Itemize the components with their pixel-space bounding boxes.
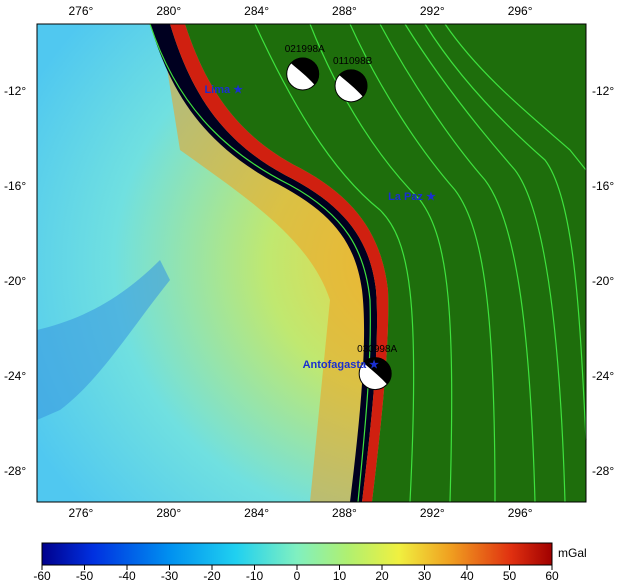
x-tick-label-bottom: 280°	[156, 506, 182, 520]
y-tick-label-right: -24°	[592, 368, 615, 383]
y-tick-label-left: -24°	[4, 368, 27, 383]
x-tick-label-bottom: 276°	[68, 506, 94, 520]
x-tick-label-top: 296°	[507, 4, 533, 18]
focal-mechanism-beachball[interactable]	[286, 57, 320, 91]
land-area	[185, 24, 586, 502]
colorbar-tick-label: 10	[332, 569, 347, 583]
city-label: Antofagasta ★	[302, 359, 380, 372]
y-tick-label-left: -12°	[4, 83, 27, 98]
colorbar-unit: mGal	[558, 546, 587, 560]
y-tick-label-right: -28°	[592, 464, 615, 479]
colorbar-tick-label: 20	[375, 569, 389, 583]
focal-mechanism-beachball[interactable]	[334, 69, 368, 103]
colorbar-tick-label: -10	[245, 569, 264, 583]
y-tick-label-left: -20°	[4, 273, 27, 288]
colorbar-tick-label: 30	[417, 569, 432, 583]
colorbar-tick-label: -30	[160, 569, 179, 583]
event-label: 011098B	[333, 55, 373, 67]
x-tick-label-top: 276°	[68, 4, 94, 18]
x-tick-label-bottom: 284°	[244, 506, 270, 520]
x-tick-label-top: 284°	[244, 4, 270, 18]
y-tick-label-left: -16°	[4, 178, 27, 193]
y-tick-label-left: -28°	[4, 464, 27, 479]
event-label: 030998A	[357, 343, 398, 355]
colorbar-tick-label: -20	[203, 569, 221, 583]
colorbar-tick-label: 50	[502, 569, 517, 583]
x-tick-label-top: 280°	[156, 4, 182, 18]
colorbar	[41, 542, 553, 566]
event-label: 021998A	[284, 43, 325, 55]
city-label: La Paz ★	[388, 190, 436, 203]
x-tick-label-bottom: 292°	[419, 506, 445, 520]
colorbar-tick-label: -40	[118, 569, 136, 583]
colorbar-tick-label: 0	[293, 569, 301, 583]
x-tick-label-bottom: 296°	[507, 506, 533, 520]
contour-lines	[149, 23, 587, 503]
x-tick-label-bottom: 288°	[332, 506, 357, 520]
y-tick-label-right: -20°	[592, 273, 615, 288]
colorbar-tick-label: -50	[75, 569, 94, 583]
focal-mechanism-beachball[interactable]	[358, 357, 392, 391]
colorbar-tick-label: -60	[33, 569, 51, 583]
map-area[interactable]	[37, 23, 587, 503]
map-frame	[36, 23, 587, 503]
y-tick-label-right: -12°	[592, 83, 615, 98]
y-tick-label-right: -16°	[592, 178, 615, 193]
colorbar-tick-label: 60	[545, 569, 559, 583]
x-tick-label-top: 288°	[332, 4, 357, 18]
city-label: Lima ★	[204, 83, 244, 96]
colorbar-tick-label: 40	[460, 569, 474, 583]
x-tick-label-top: 292°	[419, 4, 445, 18]
